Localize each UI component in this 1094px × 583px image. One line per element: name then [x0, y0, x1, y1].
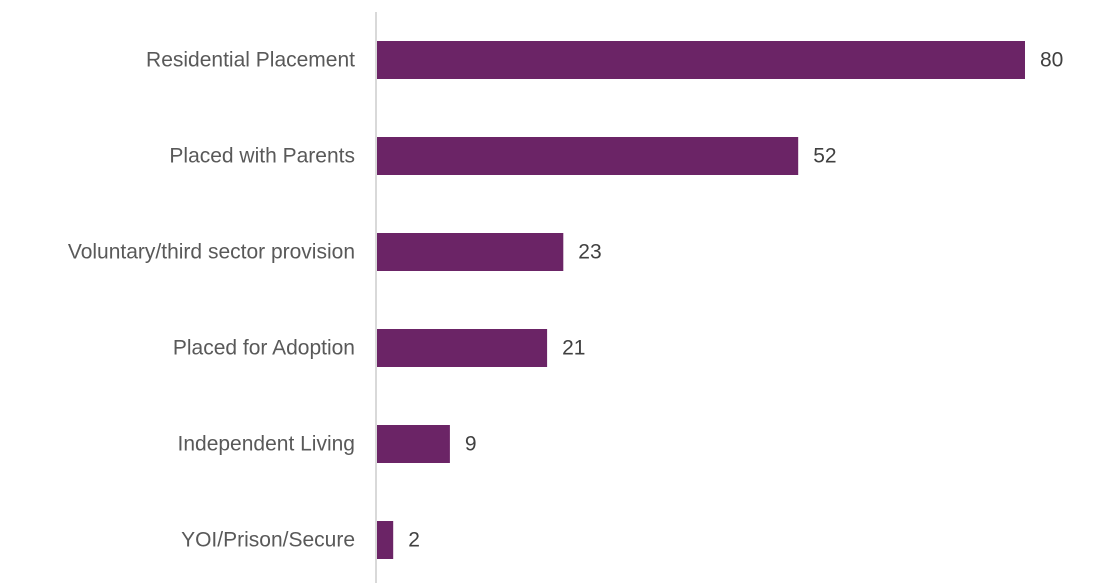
bars-group — [377, 41, 1025, 559]
value-labels-group: 80 52 23 21 9 2 — [408, 49, 1063, 552]
bar — [377, 137, 799, 175]
bar — [377, 41, 1025, 79]
value-label: 2 — [408, 529, 420, 552]
category-label: Placed for Adoption — [173, 337, 355, 360]
value-label: 9 — [465, 433, 477, 456]
bar — [377, 521, 394, 559]
category-label: Voluntary/third sector provision — [68, 241, 355, 264]
value-label: 80 — [1040, 49, 1063, 72]
category-label: Residential Placement — [146, 49, 355, 72]
bar — [377, 425, 450, 463]
category-labels-group: Residential Placement Placed with Parents… — [68, 49, 355, 552]
value-label: 52 — [813, 145, 836, 168]
category-label: YOI/Prison/Secure — [181, 529, 355, 552]
value-label: 21 — [562, 337, 585, 360]
bar — [377, 329, 548, 367]
category-label: Independent Living — [178, 433, 356, 456]
value-label: 23 — [578, 241, 601, 264]
category-label: Placed with Parents — [169, 145, 355, 168]
bar — [377, 233, 564, 271]
